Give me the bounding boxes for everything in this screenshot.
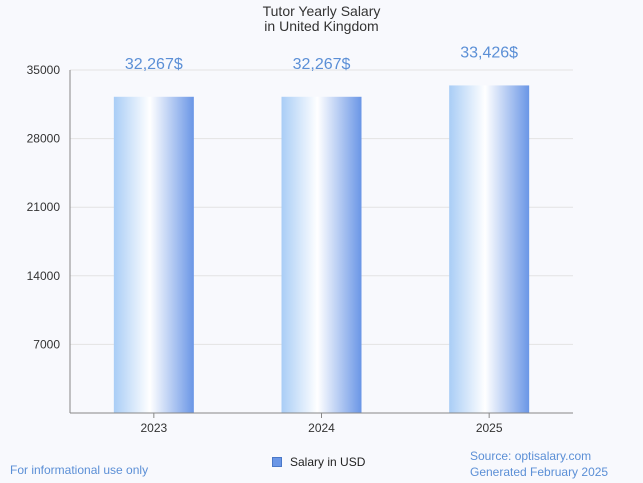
chart-subtitle: in United Kingdom	[264, 18, 379, 34]
data-label: 32,267$	[293, 56, 351, 73]
y-tick-label: 28000	[27, 132, 61, 146]
bar	[113, 96, 194, 414]
source-note: Source: optisalary.com Generated Februar…	[470, 448, 608, 480]
y-tick-label: 35000	[27, 63, 61, 77]
bar	[281, 96, 362, 414]
disclaimer-text: For informational use only	[10, 463, 149, 477]
chart-title: Tutor Yearly Salary	[262, 3, 381, 19]
y-tick-label: 21000	[27, 200, 61, 214]
y-tick-label: 14000	[27, 269, 61, 283]
x-tick-label: 2025	[476, 421, 503, 435]
legend-label: Salary in USD	[290, 455, 366, 469]
legend[interactable]: Salary in USD	[272, 455, 365, 469]
generated-text: Generated February 2025	[470, 465, 609, 479]
legend-swatch	[272, 457, 282, 467]
source-text: Source: optisalary.com	[470, 449, 592, 463]
data-label: 33,426$	[460, 44, 518, 61]
bar	[449, 85, 530, 413]
y-tick-label: 7000	[33, 337, 60, 351]
x-tick-label: 2023	[140, 421, 167, 435]
data-label: 32,267$	[125, 56, 183, 73]
x-tick-label: 2024	[308, 421, 335, 435]
